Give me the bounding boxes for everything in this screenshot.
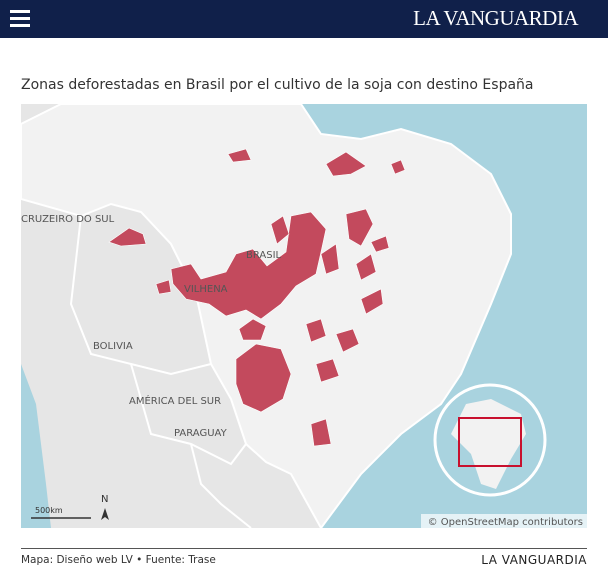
place-label: BRASIL [246,250,282,261]
globe [433,383,547,497]
zone [325,151,367,177]
title: Zonas deforestadas en Brasil por el cult… [21,77,534,93]
zone [270,215,290,245]
zone [305,318,327,343]
zone [360,288,384,315]
zone [238,318,267,341]
border [69,215,212,376]
zone [370,235,390,253]
deforestation [108,148,406,447]
footer: Mapa: Diseño web LV • Fuente: Trase LA V… [21,548,587,567]
place-label: CRUZEIRO DO SUL [21,214,115,225]
source: Mapa: Diseño web LV • Fuente: Trase [21,554,216,566]
logo[interactable]: LA VANGUARDIA [413,6,578,30]
attribution[interactable]: © OpenStreetMap contributors [428,517,583,528]
zone [310,418,332,447]
menu-button[interactable] [10,10,30,28]
zone [345,208,374,247]
place-label: PARAGUAY [174,428,228,439]
zone [235,343,292,413]
zone [320,243,340,275]
header: LA VANGUARDIA [0,0,608,38]
zone [335,328,360,353]
border [190,443,252,528]
zone [315,358,340,383]
scale-label: 500km [35,506,63,515]
zone [227,148,252,163]
extent-box [458,417,522,467]
zone [170,211,327,320]
zone [355,253,377,281]
place-label: BOLIVIA [93,341,133,352]
place-label: AMÉRICA DEL SUR [129,394,221,407]
zone [155,279,172,295]
north-arrow [101,508,109,520]
zone [108,227,147,247]
brand: LA VANGUARDIA [481,553,587,567]
zone [390,159,406,175]
north-label: N [101,494,108,505]
place-label: VILHENA [184,284,228,295]
attribution-bg [421,514,587,528]
map: CRUZEIRO DO SUL BRASIL VILHENA BOLIVIA A… [21,104,587,528]
